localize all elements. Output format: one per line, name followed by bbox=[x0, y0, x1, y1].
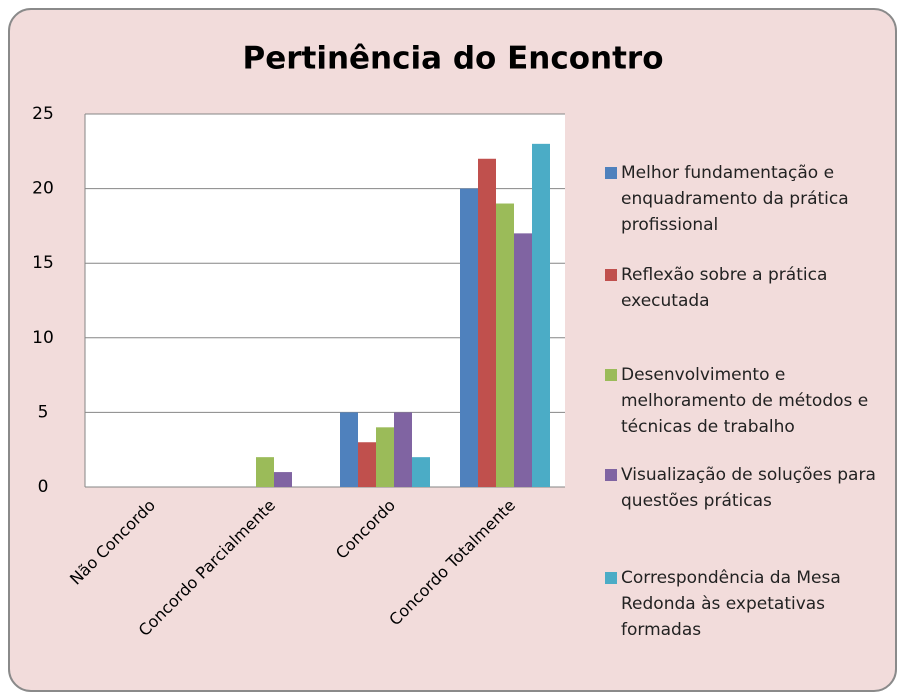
legend-label: Correspondência da Mesa Redonda às expet… bbox=[621, 568, 841, 640]
bar bbox=[274, 472, 292, 487]
bar bbox=[394, 412, 412, 487]
bar bbox=[514, 233, 532, 487]
legend-swatch bbox=[605, 167, 617, 179]
bar bbox=[358, 442, 376, 487]
bar bbox=[478, 158, 496, 487]
bar bbox=[256, 457, 274, 487]
y-tick-label: 20 bbox=[32, 179, 54, 199]
legend-label: Visualização de soluções para questões p… bbox=[621, 465, 876, 511]
legend-swatch bbox=[605, 269, 617, 281]
legend-swatch bbox=[605, 369, 617, 381]
legend-label: Melhor fundamentação e enquadramento da … bbox=[621, 163, 849, 235]
bar bbox=[376, 427, 394, 487]
y-tick-label: 10 bbox=[32, 328, 54, 348]
legend-label: Reflexão sobre a prática executada bbox=[621, 265, 828, 311]
chart-title: Pertinência do Encontro bbox=[242, 41, 663, 77]
y-tick-label: 15 bbox=[32, 253, 54, 273]
legend-swatch bbox=[605, 572, 617, 584]
bar bbox=[460, 188, 478, 487]
y-tick-label: 5 bbox=[38, 402, 49, 422]
legend-swatch bbox=[605, 469, 617, 481]
bar bbox=[340, 412, 358, 487]
bar bbox=[532, 143, 550, 487]
y-tick-label: 25 bbox=[32, 104, 54, 124]
y-tick-label: 0 bbox=[38, 477, 49, 497]
bar bbox=[496, 203, 514, 487]
legend-label: Desenvolvimento e melhoramento de método… bbox=[621, 365, 869, 437]
bar bbox=[412, 457, 430, 487]
